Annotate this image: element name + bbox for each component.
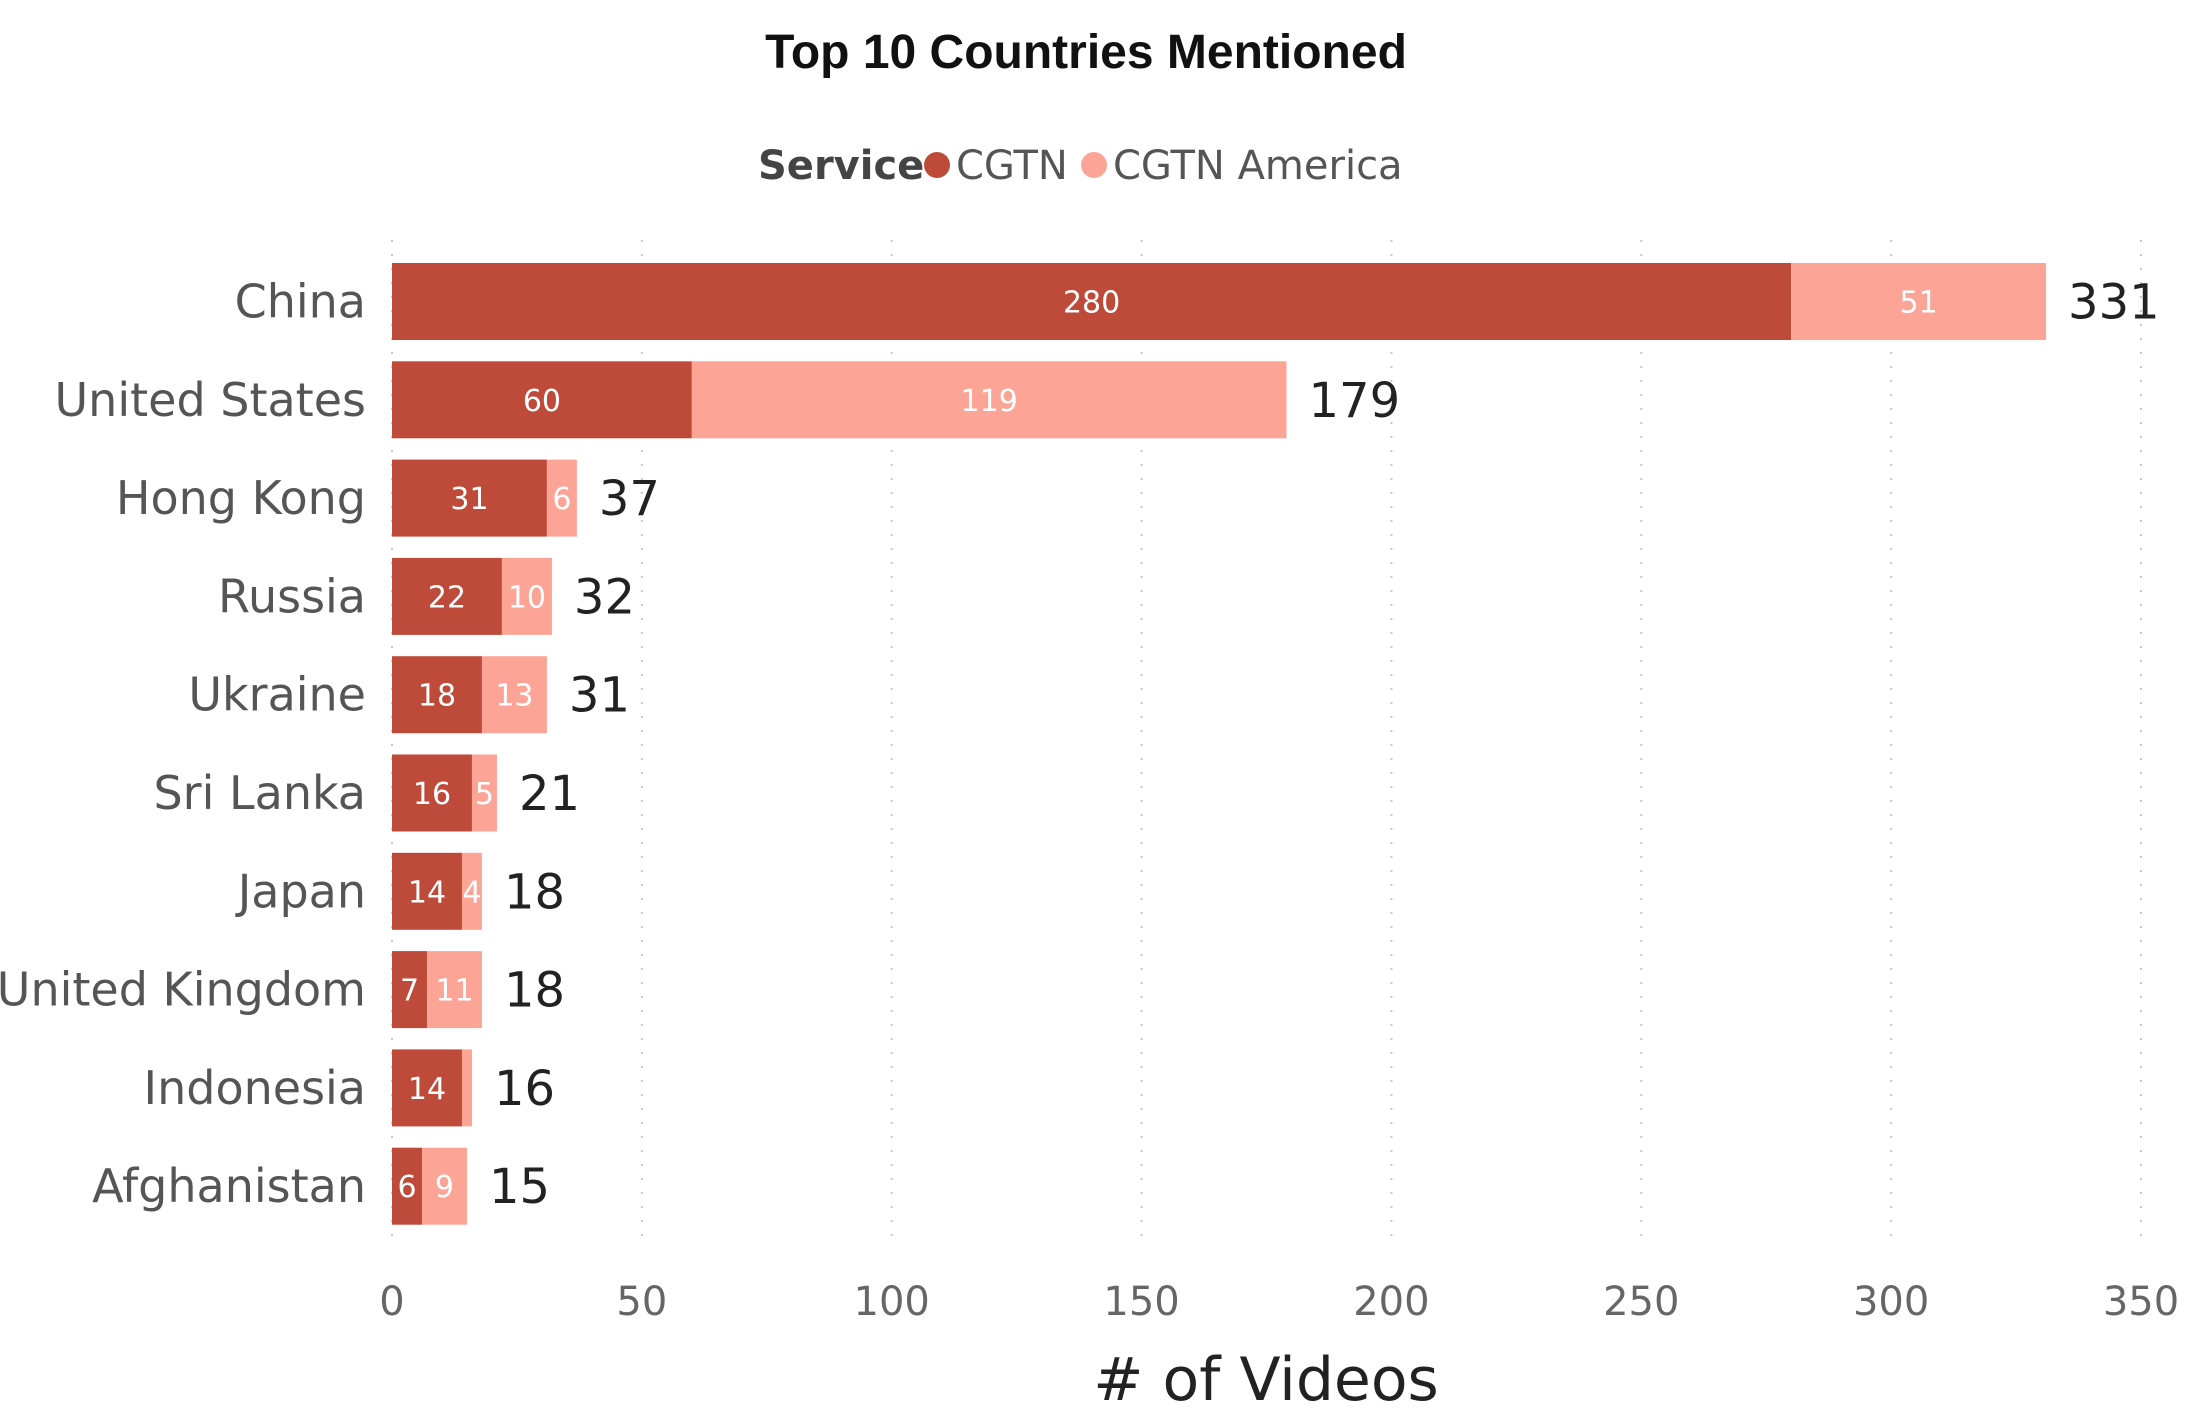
x-axis-ticks: 0 50 100 150 200 250 300 350 xyxy=(379,1279,2179,1325)
category-label-united-kingdom: United Kingdom xyxy=(0,963,366,1017)
tick-label-250: 250 xyxy=(1603,1279,1679,1325)
category-label-hong-kong: Hong Kong xyxy=(116,471,366,525)
category-label-indonesia: Indonesia xyxy=(144,1061,366,1115)
bar-label-sri-lanka-cgtn-america: 5 xyxy=(475,777,494,812)
bar-label-united-states-cgtn-america: 119 xyxy=(961,384,1018,419)
category-labels: China United States Hong Kong Russia Ukraine… xyxy=(0,275,366,1214)
bar-label-united-kingdom-cgtn-america: 11 xyxy=(435,974,473,1009)
bar-label-hong-kong-cgtn-america: 6 xyxy=(552,482,571,517)
total-label-japan: 18 xyxy=(504,864,565,920)
bar-hong-kong-cgtn-america xyxy=(546,459,577,537)
x-axis-title: # of Videos xyxy=(1093,1345,1439,1408)
bar-china-cgtn xyxy=(392,263,1792,340)
chart-title: Top 10 Countries Mentioned xyxy=(765,26,1407,79)
tick-label-350: 350 xyxy=(2103,1279,2179,1325)
bar-united-kingdom-cgtn-america xyxy=(426,951,482,1029)
category-label-sri-lanka: Sri Lanka xyxy=(153,766,366,820)
legend-title: Service xyxy=(758,143,924,189)
total-label-united-states: 179 xyxy=(1308,373,1400,429)
bar-label-afghanistan-cgtn-america: 9 xyxy=(435,1170,454,1205)
bar-label-russia-cgtn: 22 xyxy=(428,580,466,615)
bar-label-united-states-cgtn: 60 xyxy=(523,384,561,419)
total-label-hong-kong: 37 xyxy=(599,471,660,527)
bar-label-japan-cgtn-america: 4 xyxy=(462,875,481,910)
bar-ukraine-cgtn xyxy=(392,656,482,734)
total-label-afghanistan: 15 xyxy=(489,1159,550,1215)
bar-label-china-cgtn: 280 xyxy=(1063,286,1120,321)
bar-indonesia-cgtn-america xyxy=(461,1049,472,1127)
tick-label-100: 100 xyxy=(854,1279,930,1325)
total-label-china: 331 xyxy=(2068,275,2160,331)
category-label-ukraine: Ukraine xyxy=(188,668,366,722)
bar-label-sri-lanka-cgtn: 16 xyxy=(413,777,451,812)
bar-hong-kong-cgtn xyxy=(392,459,547,537)
tick-label-50: 50 xyxy=(616,1279,667,1325)
total-labels: 331 179 37 32 31 21 18 18 16 15 xyxy=(489,275,2160,1216)
bar-japan-cgtn-america xyxy=(461,852,482,930)
category-label-afghanistan: Afghanistan xyxy=(92,1159,366,1213)
total-label-russia: 32 xyxy=(574,569,635,625)
legend-label-cgtn: CGTN xyxy=(956,143,1068,189)
legend-dot-cgtn-america xyxy=(1081,152,1107,178)
category-label-china: China xyxy=(235,275,366,329)
bar-label-ukraine-cgtn: 18 xyxy=(418,679,456,714)
tick-label-150: 150 xyxy=(1103,1279,1179,1325)
total-label-indonesia: 16 xyxy=(494,1061,555,1117)
total-label-ukraine: 31 xyxy=(569,668,630,724)
bar-united-states-cgtn xyxy=(392,361,692,439)
bar-label-russia-cgtn-america: 10 xyxy=(508,580,546,615)
bar-label-hong-kong-cgtn: 31 xyxy=(450,482,488,517)
bar-indonesia-cgtn xyxy=(392,1049,462,1127)
bar-sri-lanka-cgtn-america xyxy=(471,754,497,832)
legend-dot-cgtn xyxy=(924,152,950,178)
bar-russia-cgtn-america xyxy=(501,557,552,635)
total-label-sri-lanka: 21 xyxy=(519,766,580,822)
bar-ukraine-cgtn-america xyxy=(481,656,547,734)
tick-label-0: 0 xyxy=(379,1279,404,1325)
bar-afghanistan-cgtn xyxy=(392,1147,422,1225)
bar-united-kingdom-cgtn xyxy=(392,951,427,1029)
bar-label-afghanistan-cgtn: 6 xyxy=(397,1170,416,1205)
bar-sri-lanka-cgtn xyxy=(392,754,472,832)
legend: Service CGTN CGTN America xyxy=(758,143,1403,189)
bar-label-ukraine-cgtn-america: 13 xyxy=(495,679,533,714)
bar-china-cgtn-america xyxy=(1791,263,2047,340)
bar-russia-cgtn xyxy=(392,557,502,635)
tick-label-200: 200 xyxy=(1353,1279,1429,1325)
bar-label-united-kingdom-cgtn: 7 xyxy=(400,974,419,1009)
bar-united-states-cgtn-america xyxy=(691,361,1287,439)
total-label-united-kingdom: 18 xyxy=(504,963,565,1019)
bar-label-indonesia-cgtn: 14 xyxy=(408,1072,446,1107)
bar-japan-cgtn xyxy=(392,852,462,930)
category-label-united-states: United States xyxy=(55,373,367,427)
bar-label-japan-cgtn: 14 xyxy=(408,875,446,910)
category-label-japan: Japan xyxy=(235,864,366,918)
bar-label-china-cgtn-america: 51 xyxy=(1900,286,1938,321)
legend-label-cgtn-america: CGTN America xyxy=(1113,143,1403,189)
tick-label-300: 300 xyxy=(1853,1279,1929,1325)
bar-afghanistan-cgtn-america xyxy=(421,1147,467,1225)
category-label-russia: Russia xyxy=(218,569,366,623)
